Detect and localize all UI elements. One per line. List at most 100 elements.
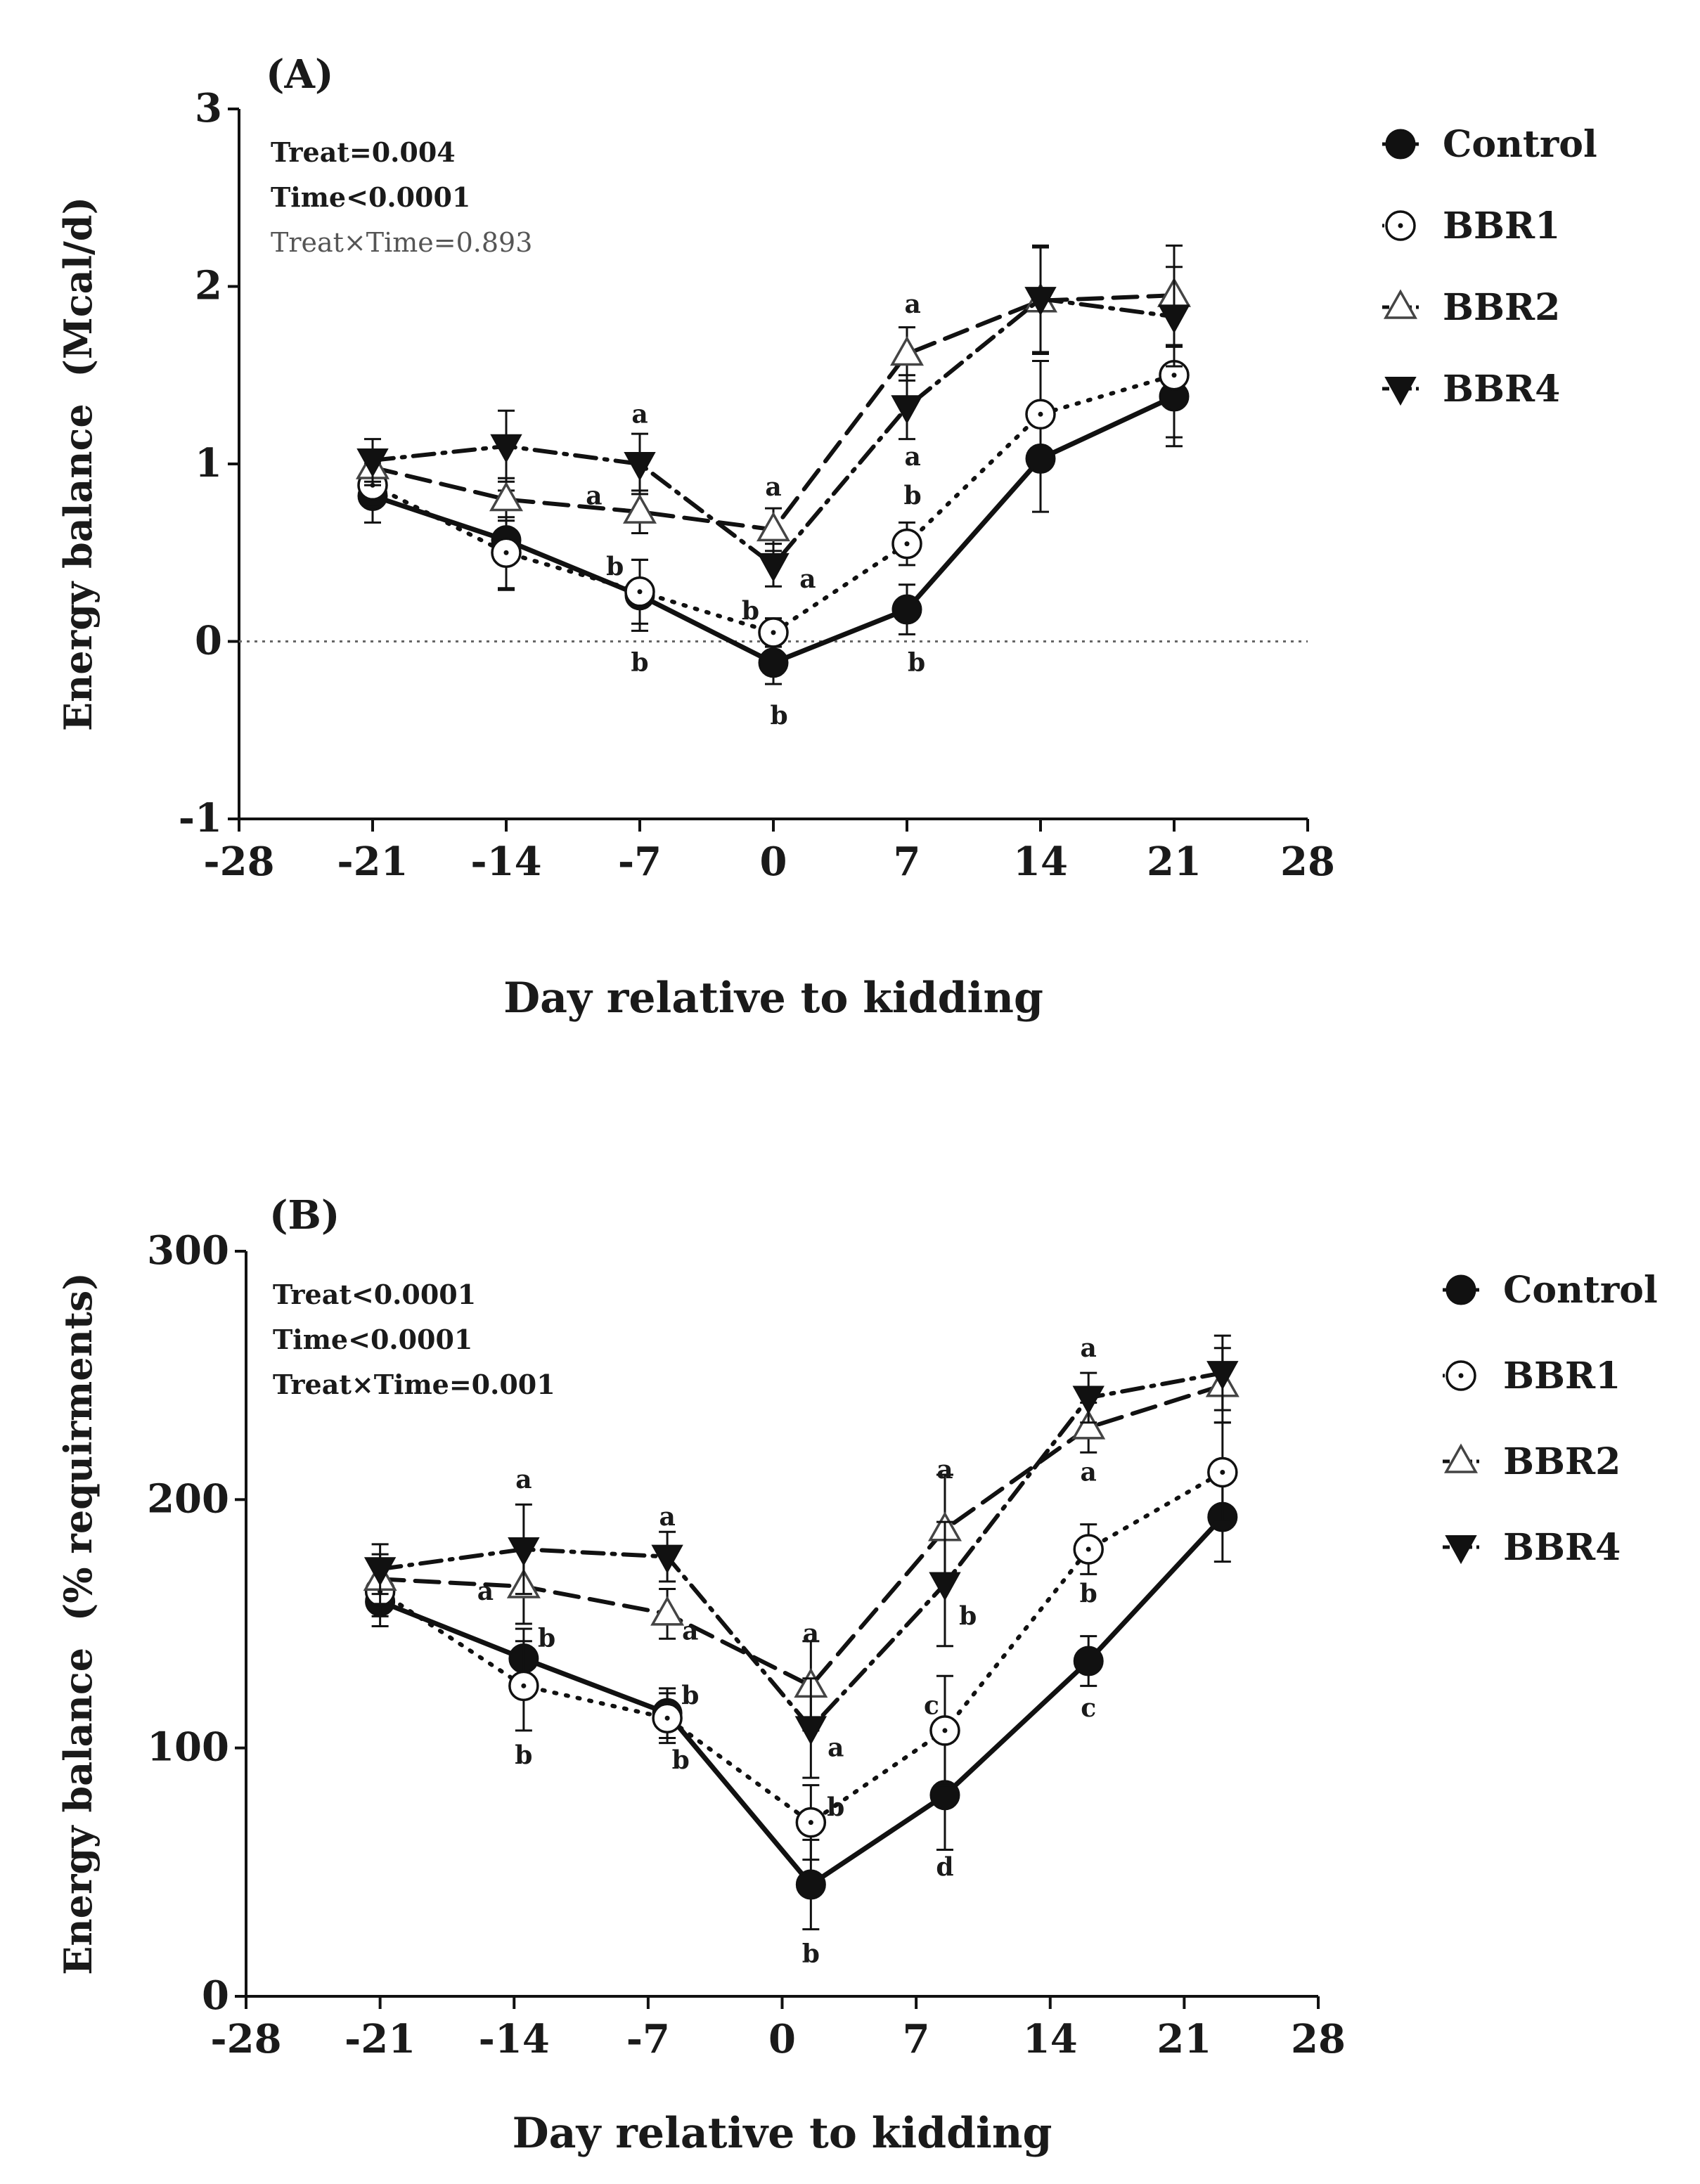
significance-letter: b xyxy=(742,597,759,626)
data-point-bbr2 xyxy=(622,493,657,524)
legend-label: BBR2 xyxy=(1503,1440,1621,1483)
x-tick-label: 14 xyxy=(1013,839,1068,885)
significance-letter: b xyxy=(606,552,624,581)
significance-letter: b xyxy=(672,1745,690,1775)
data-point-bbr1-dot xyxy=(503,550,509,555)
stats-line: Time<0.0001 xyxy=(271,181,470,213)
significance-letter: a xyxy=(904,290,920,319)
legend-item-bbr2: BBR2 xyxy=(1443,1440,1621,1483)
data-point-bbr4 xyxy=(356,448,389,478)
data-point-control xyxy=(795,1869,826,1900)
data-point-bbr2 xyxy=(756,511,791,542)
data-point-bbr4 xyxy=(1072,1385,1105,1415)
significance-letter: a xyxy=(659,1502,675,1532)
x-tick-label: -14 xyxy=(470,839,541,885)
significance-letter: a xyxy=(631,399,648,429)
data-point-bbr2 xyxy=(1071,1409,1106,1440)
legend-marker-control xyxy=(1385,129,1416,160)
x-tick-label: -7 xyxy=(618,839,662,885)
significance-letter: b xyxy=(538,1624,555,1653)
x-tick-label: 14 xyxy=(1023,2016,1078,2062)
significance-letter: b xyxy=(827,1792,844,1822)
data-point-bbr4 xyxy=(1206,1361,1239,1390)
data-point-bbr4 xyxy=(929,1572,961,1601)
significance-letter: b xyxy=(1080,1579,1097,1609)
x-tick-label: 0 xyxy=(768,2016,796,2062)
significance-letter: a xyxy=(682,1617,698,1646)
legend-marker-bbr2 xyxy=(1443,1443,1479,1473)
legend-item-bbr2: BBR2 xyxy=(1382,286,1560,329)
data-point-bbr1-dot xyxy=(664,1715,670,1721)
x-tick-label: -21 xyxy=(344,2016,416,2062)
data-point-bbr1-dot xyxy=(637,589,643,595)
significance-letter: a xyxy=(936,1455,953,1485)
y-tick-label: 1 xyxy=(195,440,222,486)
series-bbr1 xyxy=(364,1421,1238,1861)
data-point-bbr1-dot xyxy=(521,1683,527,1688)
legend-marker-bbr1-dot xyxy=(1398,223,1403,228)
y-tick-label: 3 xyxy=(195,85,222,131)
data-point-bbr2 xyxy=(889,335,925,366)
legend-item-bbr4: BBR4 xyxy=(1443,1526,1621,1569)
x-tick-label: -28 xyxy=(210,2016,281,2062)
panel-label: (A) xyxy=(266,51,333,98)
data-point-bbr4 xyxy=(1024,287,1057,316)
panel-a-chart: -1 0 1 2 3 -28 -21 -14 -7 0 7 14 21 28 Energy balance … xyxy=(56,51,1597,1023)
significance-letter: a xyxy=(765,472,781,502)
data-point-bbr4 xyxy=(794,1716,828,1745)
panel-b-chart: 0 100 200 300 -28 -21 -14 -7 0 7 14 21 28 Energy bala… xyxy=(56,1192,1658,2158)
legend-item-bbr1: BBR1 xyxy=(1382,205,1560,247)
y-axis-title: Energy balance (% requirments) xyxy=(56,1272,101,1975)
significance-letter: b xyxy=(908,648,925,678)
significance-letter: a xyxy=(799,564,816,594)
x-tick-label: 7 xyxy=(894,839,921,885)
data-point-control xyxy=(758,647,789,678)
significance-letter: b xyxy=(904,481,922,510)
data-point-bbr1-dot xyxy=(1038,411,1043,417)
significance-letter: b xyxy=(515,1740,532,1770)
y-tick-label: 2 xyxy=(195,263,222,309)
y-tick-label: 300 xyxy=(147,1227,229,1274)
data-point-bbr4 xyxy=(363,1557,397,1587)
x-tick-label: -7 xyxy=(626,2016,670,2062)
significance-letter: a xyxy=(515,1465,532,1494)
data-point-bbr4 xyxy=(508,1537,540,1567)
y-axis-title: Energy balance (Mcal/d) xyxy=(56,197,101,731)
data-point-bbr1-dot xyxy=(1171,373,1177,378)
legend-label: BBR2 xyxy=(1443,286,1560,329)
significance-letter: a xyxy=(1081,1457,1097,1487)
x-tick-label: 28 xyxy=(1291,2016,1346,2062)
legend-marker-bbr4 xyxy=(1445,1535,1477,1565)
legend-item-control: Control xyxy=(1382,123,1597,166)
series-bbr4 xyxy=(356,244,1190,588)
legend-marker-bbr1-dot xyxy=(1458,1373,1464,1378)
significance-letter: c xyxy=(924,1691,939,1721)
y-tick-label: 200 xyxy=(147,1475,229,1522)
data-point-bbr2 xyxy=(650,1596,685,1626)
x-tick-label: 21 xyxy=(1147,839,1202,885)
x-axis-title: Day relative to kidding xyxy=(503,974,1043,1023)
legend-marker-control xyxy=(1445,1274,1476,1305)
series-bbr1 xyxy=(357,311,1190,648)
data-point-bbr1-dot xyxy=(904,541,910,547)
data-point-bbr2 xyxy=(489,481,524,512)
legend-label: BBR1 xyxy=(1443,205,1560,247)
data-point-control xyxy=(891,594,922,625)
legend-item-bbr4: BBR4 xyxy=(1382,368,1560,411)
legend-label: Control xyxy=(1503,1269,1658,1312)
legend-label: BBR1 xyxy=(1503,1355,1621,1397)
data-point-bbr1-dot xyxy=(942,1728,948,1733)
y-tick-label: 0 xyxy=(202,1972,229,2019)
x-tick-label: 7 xyxy=(903,2016,930,2062)
significance-letter: b xyxy=(802,1939,820,1969)
stats-line: Treat×Time=0.893 xyxy=(271,227,532,258)
significance-letter: b xyxy=(631,648,648,678)
significance-letter: b xyxy=(681,1681,699,1710)
legend-item-bbr1: BBR1 xyxy=(1443,1355,1621,1397)
data-point-bbr4 xyxy=(651,1544,683,1574)
stats-line: Treat<0.0001 xyxy=(273,1279,476,1310)
x-tick-label: -28 xyxy=(203,839,274,885)
data-point-bbr4 xyxy=(891,395,923,425)
series-bbr2 xyxy=(355,244,1192,553)
